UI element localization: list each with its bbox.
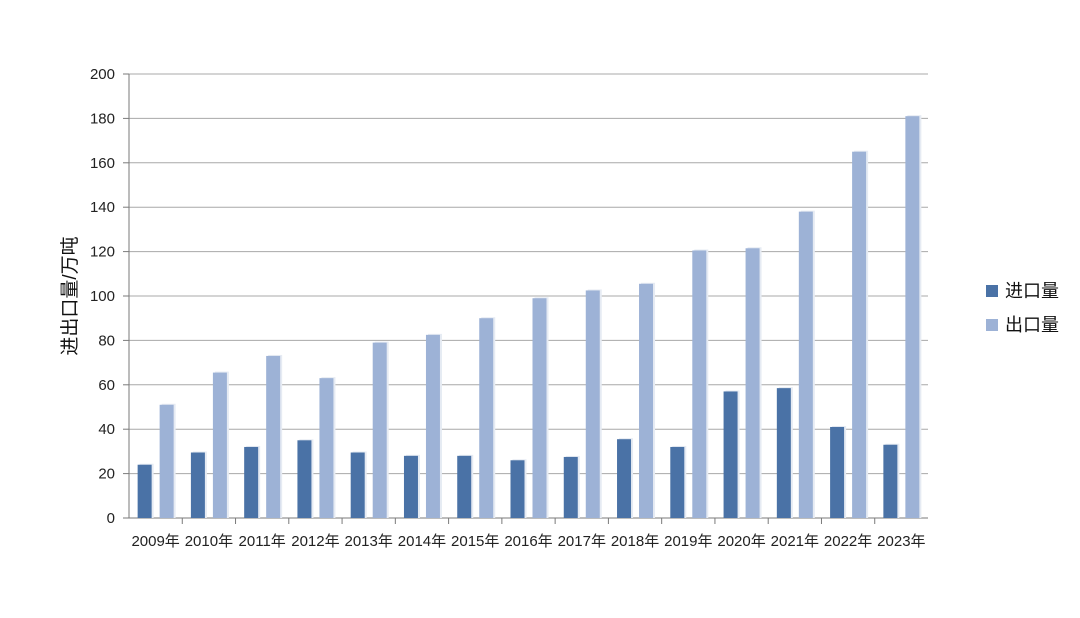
- bar-import: [776, 388, 791, 518]
- y-tick-label: 40: [98, 421, 115, 438]
- y-tick-label: 100: [90, 288, 115, 305]
- x-tick-label: 2017年: [558, 533, 606, 550]
- x-tick-label: 2013年: [345, 533, 393, 550]
- x-tick-label: 2021年: [771, 533, 819, 550]
- x-tick-label: 2011年: [239, 533, 286, 550]
- x-tick-label: 2015年: [451, 533, 499, 550]
- x-tick-label: 2014年: [398, 533, 446, 550]
- x-tick-label: 2023年: [877, 533, 925, 550]
- bar-import: [190, 452, 205, 518]
- bar-import: [403, 455, 418, 518]
- x-tick-label: 2019年: [664, 533, 712, 550]
- bar-export: [319, 378, 334, 518]
- bar-export: [905, 116, 920, 519]
- y-tick-label: 160: [90, 155, 115, 172]
- y-tick-label: 180: [90, 110, 115, 127]
- x-tick-label: 2020年: [717, 533, 765, 550]
- bar-import: [670, 446, 685, 518]
- bar-export: [798, 211, 813, 518]
- legend-label: 进口量: [1005, 281, 1059, 301]
- bar-import: [563, 456, 578, 518]
- x-tick-label: 2012年: [291, 533, 339, 550]
- bar-export: [639, 283, 654, 518]
- x-tick-label: 2016年: [504, 533, 552, 550]
- bar-export: [159, 404, 174, 518]
- y-tick-label: 20: [98, 466, 115, 483]
- bar-import: [457, 455, 472, 518]
- bars: [137, 115, 922, 519]
- y-tick-label: 60: [98, 377, 115, 394]
- y-axis-ticks: 0 20 40 60 80 100 120 140 160 180 200: [90, 66, 115, 527]
- y-tick-label: 200: [90, 66, 115, 83]
- bar-export: [585, 290, 600, 518]
- bar-import: [510, 460, 525, 518]
- legend-swatch: [986, 319, 998, 331]
- bar-import: [297, 440, 312, 518]
- legend-label: 出口量: [1005, 315, 1059, 335]
- bar-export: [425, 334, 440, 518]
- bar-export: [852, 151, 867, 518]
- gridlines: [123, 73, 928, 524]
- x-tick-label: 2009年: [131, 533, 179, 550]
- bar-import: [137, 464, 152, 518]
- bar-export: [372, 342, 387, 518]
- bar-import: [723, 391, 738, 518]
- bar-export: [745, 248, 760, 518]
- bar-export: [532, 298, 547, 518]
- x-tick-label: 2018年: [611, 533, 659, 550]
- bar-import: [350, 452, 365, 518]
- bar-import: [244, 446, 259, 518]
- legend-swatch: [986, 285, 998, 297]
- bar-import: [617, 439, 632, 518]
- bar-export: [692, 250, 707, 519]
- x-axis-ticks: 2009年 2010年 2011年 2012年 2013年 2014年 2015年 2016年…: [131, 533, 925, 550]
- y-tick-label: 120: [90, 244, 115, 261]
- bar-export: [212, 372, 227, 518]
- bar-export: [266, 355, 281, 518]
- y-tick-label: 140: [90, 199, 115, 216]
- bar-import: [830, 426, 845, 518]
- x-tick-label: 2022年: [824, 533, 872, 550]
- y-tick-label: 80: [98, 332, 115, 349]
- bar-export: [479, 318, 494, 518]
- bar-import: [883, 444, 898, 518]
- y-axis-title: 进出口量/万吨: [59, 236, 81, 355]
- x-tick-label: 2010年: [185, 533, 233, 550]
- y-tick-label: 0: [107, 510, 115, 527]
